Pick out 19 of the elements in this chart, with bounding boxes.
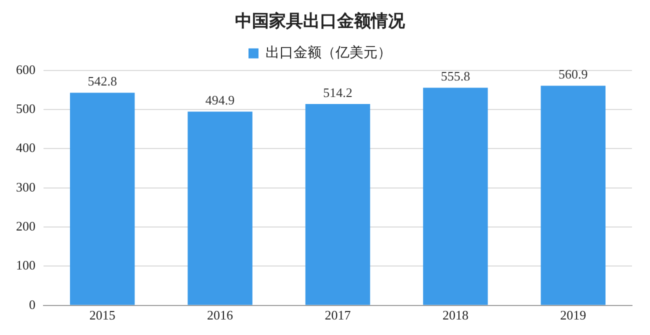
x-tick-label: 2017: [324, 308, 352, 323]
data-label: 494.9: [205, 92, 235, 108]
chart-title: 中国家具出口金额情况: [235, 12, 406, 32]
y-tick-label: 0: [29, 296, 36, 312]
data-label: 514.2: [323, 84, 352, 100]
x-tick-label: 2019: [560, 308, 586, 323]
x-tick-label: 2016: [207, 308, 234, 323]
y-tick-label: 200: [16, 218, 36, 234]
y-tick-label: 300: [16, 179, 36, 194]
y-tick-label: 600: [16, 62, 36, 77]
y-tick-label: 100: [16, 258, 36, 273]
data-label: 560.9: [558, 66, 588, 82]
x-tick-label: 2015: [89, 308, 116, 323]
data-label: 555.8: [440, 68, 470, 84]
y-tick-label: 400: [16, 140, 36, 156]
data-label: 542.8: [88, 74, 117, 89]
y-tick-label: 500: [16, 100, 36, 116]
legend-label: 出口金额（亿美元）: [266, 45, 392, 62]
x-tick-label: 2018: [442, 308, 468, 323]
